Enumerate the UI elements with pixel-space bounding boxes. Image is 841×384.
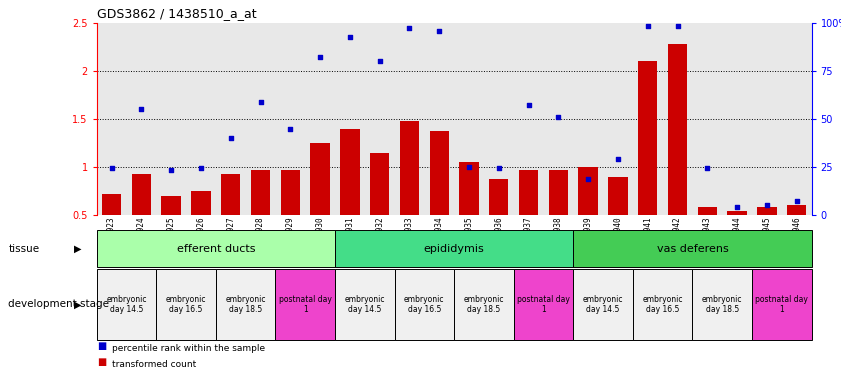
Bar bbox=[102, 194, 121, 215]
Text: embryonic
day 18.5: embryonic day 18.5 bbox=[463, 295, 504, 314]
Bar bbox=[579, 167, 598, 215]
Point bbox=[492, 165, 505, 171]
Bar bbox=[191, 191, 210, 215]
Bar bbox=[454, 269, 514, 340]
Bar bbox=[132, 174, 151, 215]
Bar bbox=[668, 44, 687, 215]
Bar bbox=[692, 269, 752, 340]
Bar bbox=[275, 269, 335, 340]
Point bbox=[135, 106, 148, 113]
Point bbox=[581, 175, 595, 182]
Text: transformed count: transformed count bbox=[112, 360, 196, 369]
Bar bbox=[752, 269, 812, 340]
Bar bbox=[281, 170, 300, 215]
Text: embryonic
day 16.5: embryonic day 16.5 bbox=[643, 295, 683, 314]
Point bbox=[611, 156, 625, 162]
Text: percentile rank within the sample: percentile rank within the sample bbox=[112, 344, 265, 353]
Text: postnatal day
1: postnatal day 1 bbox=[755, 295, 808, 314]
Point bbox=[403, 25, 416, 31]
Point bbox=[730, 204, 743, 210]
Text: GDS3862 / 1438510_a_at: GDS3862 / 1438510_a_at bbox=[97, 7, 257, 20]
Bar bbox=[632, 269, 692, 340]
Text: vas deferens: vas deferens bbox=[657, 243, 728, 254]
Point bbox=[373, 58, 386, 65]
Bar bbox=[638, 61, 658, 215]
Text: embryonic
day 18.5: embryonic day 18.5 bbox=[225, 295, 266, 314]
Text: ▶: ▶ bbox=[75, 243, 82, 254]
Bar bbox=[335, 269, 394, 340]
Text: ■: ■ bbox=[97, 341, 106, 351]
Point bbox=[194, 165, 208, 171]
Point bbox=[790, 197, 803, 204]
Bar bbox=[574, 269, 632, 340]
Text: epididymis: epididymis bbox=[424, 243, 484, 254]
Text: embryonic
day 14.5: embryonic day 14.5 bbox=[345, 295, 385, 314]
Point bbox=[343, 35, 357, 41]
Point bbox=[522, 101, 536, 108]
Text: embryonic
day 16.5: embryonic day 16.5 bbox=[405, 295, 445, 314]
Bar bbox=[161, 196, 181, 215]
Point bbox=[641, 23, 654, 29]
Text: ▶: ▶ bbox=[75, 299, 82, 310]
Text: efferent ducts: efferent ducts bbox=[177, 243, 255, 254]
Text: tissue: tissue bbox=[8, 243, 40, 254]
Bar bbox=[430, 131, 449, 215]
Text: postnatal day
1: postnatal day 1 bbox=[278, 295, 331, 314]
Point bbox=[254, 99, 267, 105]
Text: embryonic
day 16.5: embryonic day 16.5 bbox=[166, 295, 206, 314]
Bar bbox=[399, 121, 419, 215]
Bar bbox=[489, 179, 509, 215]
Point bbox=[105, 165, 119, 171]
Text: postnatal day
1: postnatal day 1 bbox=[517, 295, 570, 314]
Text: embryonic
day 18.5: embryonic day 18.5 bbox=[702, 295, 743, 314]
Point bbox=[165, 167, 178, 173]
Text: development stage: development stage bbox=[8, 299, 109, 310]
Point bbox=[552, 114, 565, 120]
Point bbox=[463, 164, 476, 170]
Bar bbox=[574, 230, 812, 267]
Bar bbox=[727, 211, 747, 215]
Bar bbox=[216, 269, 275, 340]
Point bbox=[671, 23, 685, 29]
Bar bbox=[97, 230, 335, 267]
Point bbox=[314, 54, 327, 60]
Bar bbox=[757, 207, 776, 215]
Bar bbox=[97, 269, 156, 340]
Point bbox=[760, 202, 774, 209]
Bar bbox=[459, 162, 479, 215]
Text: embryonic
day 14.5: embryonic day 14.5 bbox=[583, 295, 623, 314]
Bar bbox=[156, 269, 216, 340]
Point bbox=[224, 135, 237, 141]
Bar bbox=[335, 230, 574, 267]
Bar bbox=[608, 177, 627, 215]
Bar bbox=[310, 143, 330, 215]
Bar bbox=[698, 207, 717, 215]
Bar bbox=[394, 269, 454, 340]
Text: embryonic
day 14.5: embryonic day 14.5 bbox=[106, 295, 146, 314]
Bar bbox=[370, 153, 389, 215]
Bar bbox=[251, 170, 270, 215]
Bar bbox=[548, 170, 568, 215]
Bar bbox=[519, 170, 538, 215]
Bar bbox=[787, 205, 807, 215]
Point bbox=[432, 28, 446, 34]
Point bbox=[283, 126, 297, 132]
Text: ■: ■ bbox=[97, 357, 106, 367]
Bar bbox=[221, 174, 241, 215]
Bar bbox=[341, 129, 360, 215]
Bar bbox=[514, 269, 574, 340]
Point bbox=[701, 165, 714, 171]
